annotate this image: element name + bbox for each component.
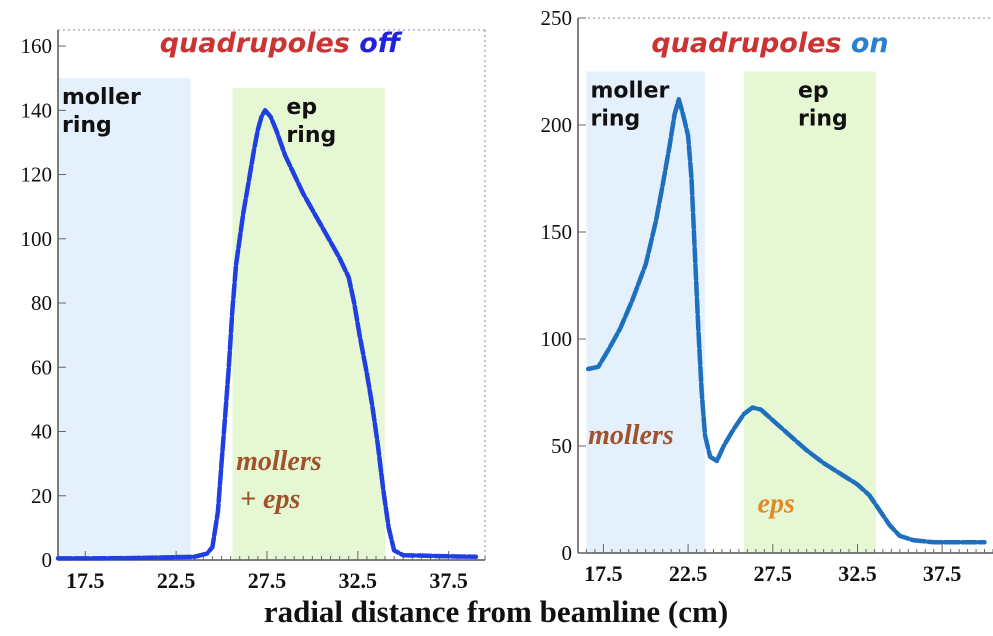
- y-tick-label: 0: [562, 541, 573, 565]
- x-tick-label: 27.5: [248, 568, 287, 593]
- y-tick-label: 250: [541, 6, 573, 30]
- region-label-line: ep: [798, 79, 829, 104]
- region-label: ep ring: [286, 95, 336, 148]
- region-label-line: ring: [590, 107, 640, 132]
- region-label-line: moller: [62, 85, 141, 110]
- chart-title-part: quadrupoles: [160, 28, 360, 59]
- x-axis-label: radial distance from beamline (cm): [264, 594, 728, 629]
- x-tick-label: 17.5: [584, 561, 623, 586]
- x-tick-label: 32.5: [339, 568, 378, 593]
- chart-title-part: off: [359, 28, 403, 59]
- region-label: moller ring: [62, 85, 141, 138]
- chart-panel-1: moller ring ep ring 0 20 40 60 80 100 120 140 160 17.…: [21, 28, 486, 593]
- annotation-line: mollers: [588, 420, 674, 451]
- y-tick-label: 20: [31, 484, 52, 508]
- region-band: [744, 71, 877, 553]
- region-label-line: ring: [286, 123, 336, 148]
- y-tick-label: 100: [541, 327, 573, 351]
- x-tick-label: 22.5: [669, 561, 708, 586]
- region-label-line: ring: [798, 107, 848, 132]
- x-tick-label: 32.5: [838, 561, 877, 586]
- series-line: [55, 108, 479, 561]
- region-label-line: ep: [286, 95, 317, 120]
- x-tick-label: 17.5: [66, 568, 105, 593]
- x-tick-label: 22.5: [157, 568, 196, 593]
- y-tick-label: 120: [21, 163, 53, 187]
- region-label: moller ring: [590, 79, 669, 132]
- region-label-line: moller: [590, 79, 669, 104]
- y-tick-label: 80: [31, 291, 52, 315]
- annotation: mollers + eps: [236, 446, 322, 515]
- chart-title: quadrupoles on: [651, 28, 888, 59]
- region-band: [58, 78, 191, 560]
- annotation-line: mollers: [236, 446, 322, 477]
- chart-title-part: on: [851, 28, 889, 59]
- region-band: [586, 71, 706, 553]
- x-tick-label: 37.5: [429, 568, 468, 593]
- y-tick-label: 150: [541, 220, 573, 244]
- chart-title: quadrupoles off: [160, 28, 403, 59]
- y-tick-label: 50: [551, 434, 572, 458]
- chart-panel-2: moller ring ep ring 0 50 100 150 200 250 17.5 22.5 2…: [541, 6, 993, 586]
- region-label-line: ring: [62, 113, 112, 138]
- y-tick-label: 100: [21, 227, 53, 251]
- chart-title-part: quadrupoles: [651, 28, 851, 59]
- region-label: ep ring: [798, 79, 848, 132]
- annotation-line: + eps: [240, 484, 300, 515]
- y-tick-label: 140: [21, 98, 53, 122]
- series-line: [585, 97, 987, 545]
- x-tick-label: 27.5: [754, 561, 793, 586]
- y-tick-label: 0: [42, 548, 53, 572]
- y-tick-label: 40: [31, 420, 52, 444]
- y-tick-label: 60: [31, 355, 52, 379]
- y-tick-label: 160: [21, 34, 53, 58]
- y-tick-label: 200: [541, 113, 573, 137]
- annotation: mollers: [588, 420, 674, 451]
- x-tick-label: 37.5: [923, 561, 962, 586]
- annotation-line: eps: [758, 488, 795, 519]
- annotation: eps: [758, 488, 795, 519]
